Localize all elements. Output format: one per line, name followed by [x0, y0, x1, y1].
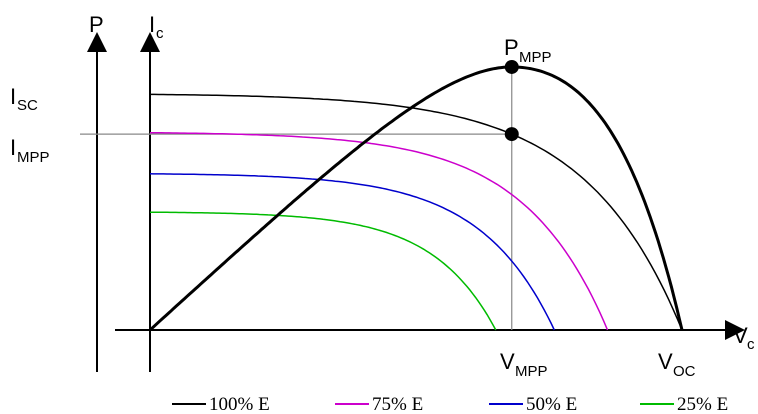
impp-label-sub: MPP: [17, 149, 50, 166]
ic-axis-label-sub: c: [156, 25, 164, 42]
iv-curve-3: [149, 173, 555, 331]
legend-label-1: 100% E: [209, 394, 270, 414]
iv-curve-1: [150, 93, 683, 331]
pmpp-marker: [504, 59, 519, 74]
vc-axis-label: V: [733, 323, 748, 348]
iv-curve-2: [149, 131, 609, 331]
impp-label: I: [10, 135, 16, 160]
ic-axis-label: I: [149, 12, 155, 37]
pmpp-label-sub: MPP: [519, 49, 552, 66]
iv-curves: [149, 93, 683, 331]
impp-marker: [504, 127, 519, 142]
power-curve: [149, 65, 684, 332]
legend-label-2: 75% E: [372, 394, 423, 414]
isc-label: I: [10, 84, 16, 109]
isc-label-sub: SC: [17, 97, 38, 114]
vmpp-label-sub: MPP: [515, 363, 548, 380]
legend-label-4: 25% E: [677, 394, 728, 414]
voc-label: V: [658, 349, 673, 374]
voc-label-sub: OC: [673, 363, 696, 380]
pmpp-label: P: [504, 35, 519, 60]
vc-axis-label-sub: c: [747, 336, 755, 353]
vmpp-label: V: [500, 349, 515, 374]
legend: 100% E 75% E 50% E 25% E: [172, 394, 728, 414]
legend-label-3: 50% E: [526, 394, 577, 414]
iv-curve-4: [150, 211, 497, 331]
p-axis-label: P: [89, 12, 104, 37]
